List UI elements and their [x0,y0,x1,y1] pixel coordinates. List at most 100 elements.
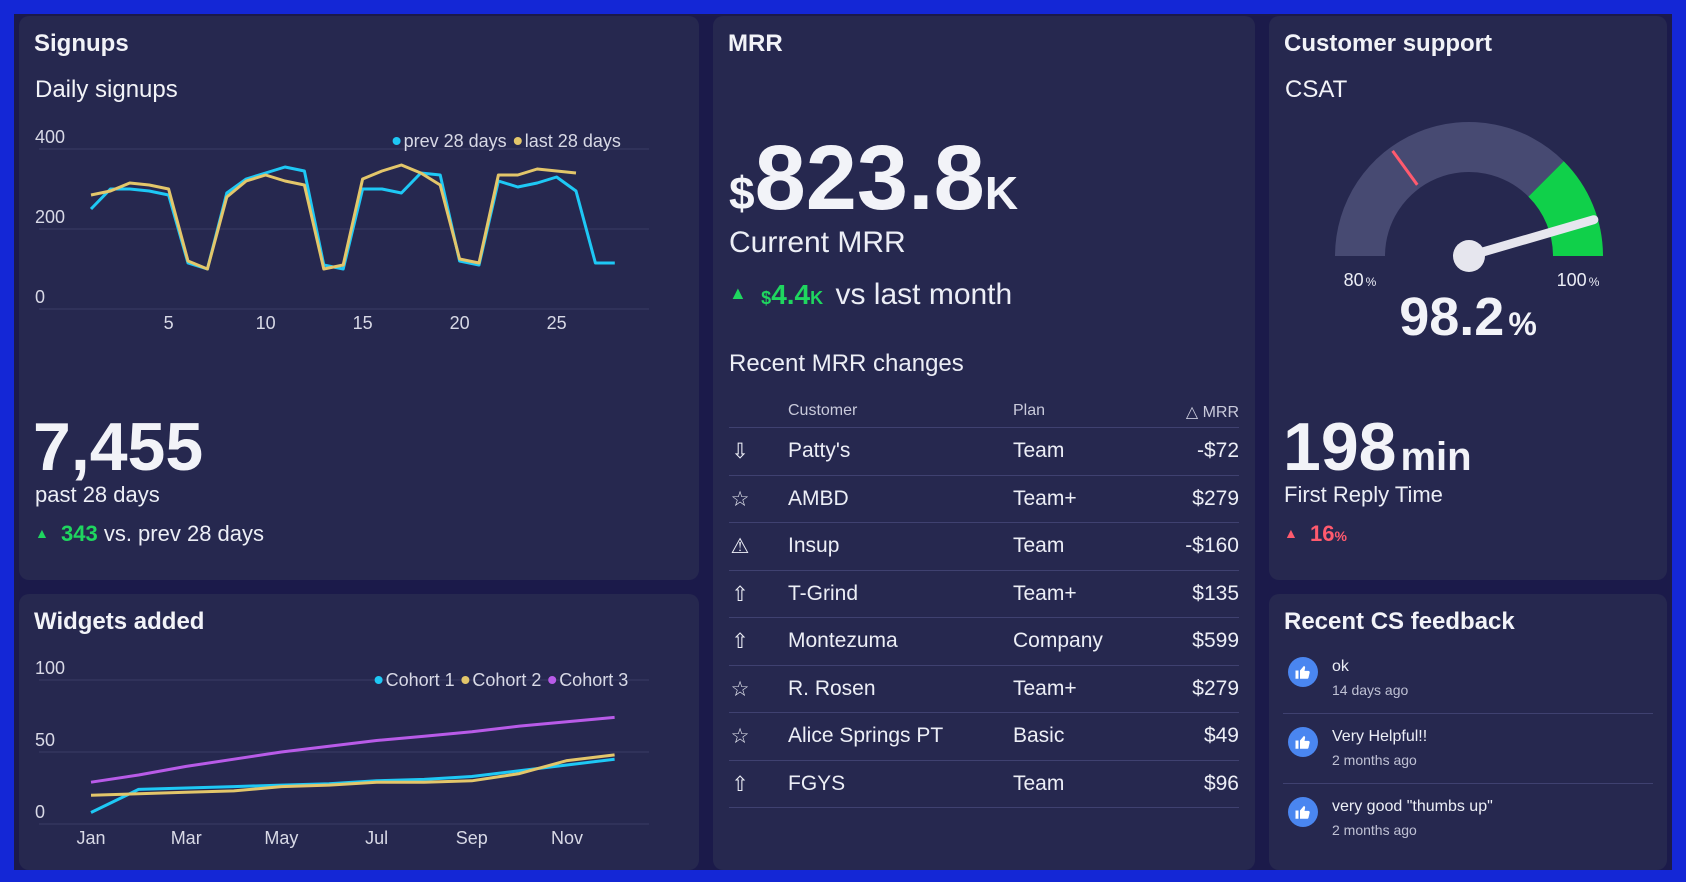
row-mrr: $279 [1192,676,1239,700]
arrow-down-icon: ⇩ [731,440,749,463]
signups-chart: 0 200 400 5 10 15 20 25 last 28 days prev 28 days [35,127,649,333]
x-tick-label: 5 [164,313,174,333]
series-line-2 [90,163,577,271]
mrr-value: 823.8 [754,127,985,229]
mrr-currency: $ [729,167,755,219]
table-row[interactable]: ☆ Alice Springs PT Basic $49 [729,713,1239,761]
table-row[interactable]: ⇩ Patty's Team -$72 [729,428,1239,476]
widgets-panel: Widgets added 0 50 100 Jan Mar May Jul Sep Nov Co… [19,594,699,870]
daily-signups-subtitle: Daily signups [35,76,178,103]
mrr-table-title: Recent MRR changes [729,350,964,377]
row-plan: Team [1013,534,1065,557]
mrr-delta-row: ▲ $4.4K vs last month [729,278,1012,312]
gauge-max-label-unit: % [1589,275,1600,289]
feedback-item[interactable]: Very Helpful!! 2 months ago [1283,714,1653,784]
warning-icon: ⚠ [730,535,750,558]
feedback-item[interactable]: very good "thumbs up" 2 months ago [1283,784,1653,854]
frt-delta-unit: % [1334,528,1347,544]
row-customer: Montezuma [788,629,898,652]
signups-period: past 28 days [35,482,160,507]
row-customer: Alice Springs PT [788,724,944,747]
x-tick-label: 25 [547,313,567,333]
triangle-up-icon: ▲ [729,283,747,303]
csat-label: CSAT [1285,76,1348,103]
row-plan: Team [1013,771,1065,795]
gauge-needle-hub [1453,240,1485,272]
star-icon: ☆ [730,725,750,748]
row-customer: T-Grind [788,581,859,605]
feedback-time: 2 months ago [1332,822,1417,838]
csat-value-row: 98.2% [1269,286,1667,348]
legend-marker [548,676,557,684]
signups-delta-value: 343 [60,521,98,546]
mrr-changes-table: Customer Plan △ MRR ⇩ Patty's Team -$72 ☆ AMB… [729,392,1239,808]
table-row[interactable]: ⇧ FGYS Team $96 [729,761,1239,808]
feedback-title: Recent CS feedback [1284,608,1515,635]
y-tick-label: 0 [35,287,45,307]
arrow-up-icon: ⇧ [731,582,749,606]
row-mrr: $96 [1203,771,1239,795]
frt-label: First Reply Time [1284,482,1443,507]
row-mrr: $49 [1203,724,1239,747]
frt-value-row: 198 min [1283,408,1472,486]
mrr-panel: MRR $823.8K Current MRR ▲ $4.4K vs last … [713,16,1255,870]
table-row[interactable]: ☆ R. Rosen Team+ $279 [729,666,1239,713]
csat-unit: % [1508,306,1537,342]
gauge-min-label-unit: % [1366,275,1377,289]
table-row[interactable]: ⇧ Montezuma Company $599 [729,618,1239,666]
legend-marker [374,676,383,684]
gauge-min-label-value: 80 [1344,270,1364,290]
table-row[interactable]: ☆ AMBD Team+ $279 [729,476,1239,523]
y-tick-label: 400 [35,127,65,147]
feedback-text: Very Helpful!! [1332,728,1428,745]
legend-label: Cohort 1 [386,670,455,690]
arrow-up-icon: ⇧ [731,630,749,653]
y-tick-label: 50 [35,730,55,750]
mrr-delta-unit: K [810,288,824,308]
y-tick-label: 0 [35,802,45,822]
feedback-text: very good "thumbs up" [1332,798,1493,815]
table-row[interactable]: ⇧ T-Grind Team+ $135 [729,571,1239,618]
x-tick-label: Nov [551,828,583,848]
row-plan: Team+ [1013,486,1077,510]
x-tick-label: 20 [450,313,470,333]
row-plan: Team+ [1013,581,1077,605]
row-plan: Basic [1013,724,1065,747]
column-mrr: △ MRR [1185,404,1239,421]
x-tick-label: 10 [256,313,276,333]
mrr-value-row: $823.8K [729,126,1018,231]
row-plan: Company [1013,629,1103,652]
table-row[interactable]: ⚠ Insup Team -$160 [729,523,1239,571]
thumbs-up-icon [1288,657,1318,687]
legend-label: last 28 days [525,131,621,151]
csat-value: 98.2 [1399,287,1505,347]
row-customer: FGYS [788,771,846,795]
signups-title: Signups [34,30,129,57]
series-line-3 [90,715,615,784]
feedback-item[interactable]: ok 14 days ago [1283,644,1653,714]
signups-total: 7,455 [33,409,204,485]
signups-delta-row: ▲ 343 vs. prev 28 days [35,521,264,547]
star-icon: ☆ [730,487,750,511]
series-line-1 [90,757,615,814]
triangle-up-icon: ▲ [35,525,49,541]
feedback-time: 14 days ago [1332,682,1409,698]
gauge-max-label-value: 100 [1557,270,1587,290]
support-title: Customer support [1284,30,1493,57]
thumbs-up-icon [1288,727,1318,757]
signups-panel: Signups Daily signups 0 200 400 5 10 15 20 25 la… [19,16,699,580]
row-customer: R. Rosen [788,676,876,700]
row-mrr: -$160 [1185,534,1239,557]
row-mrr: $599 [1192,629,1239,652]
legend-marker [513,137,522,145]
legend-marker [461,676,470,684]
frt-unit: min [1400,435,1472,479]
mrr-delta-label: vs last month [835,278,1013,311]
legend-label: Cohort 2 [472,670,541,690]
x-tick-label: Sep [456,828,488,848]
column-customer: Customer [788,402,858,419]
frt-value: 198 [1283,409,1397,485]
signups-delta-label: vs. prev 28 days [103,521,265,546]
row-customer: AMBD [788,486,849,510]
frt-delta-row: ▲ 16% [1284,521,1347,547]
